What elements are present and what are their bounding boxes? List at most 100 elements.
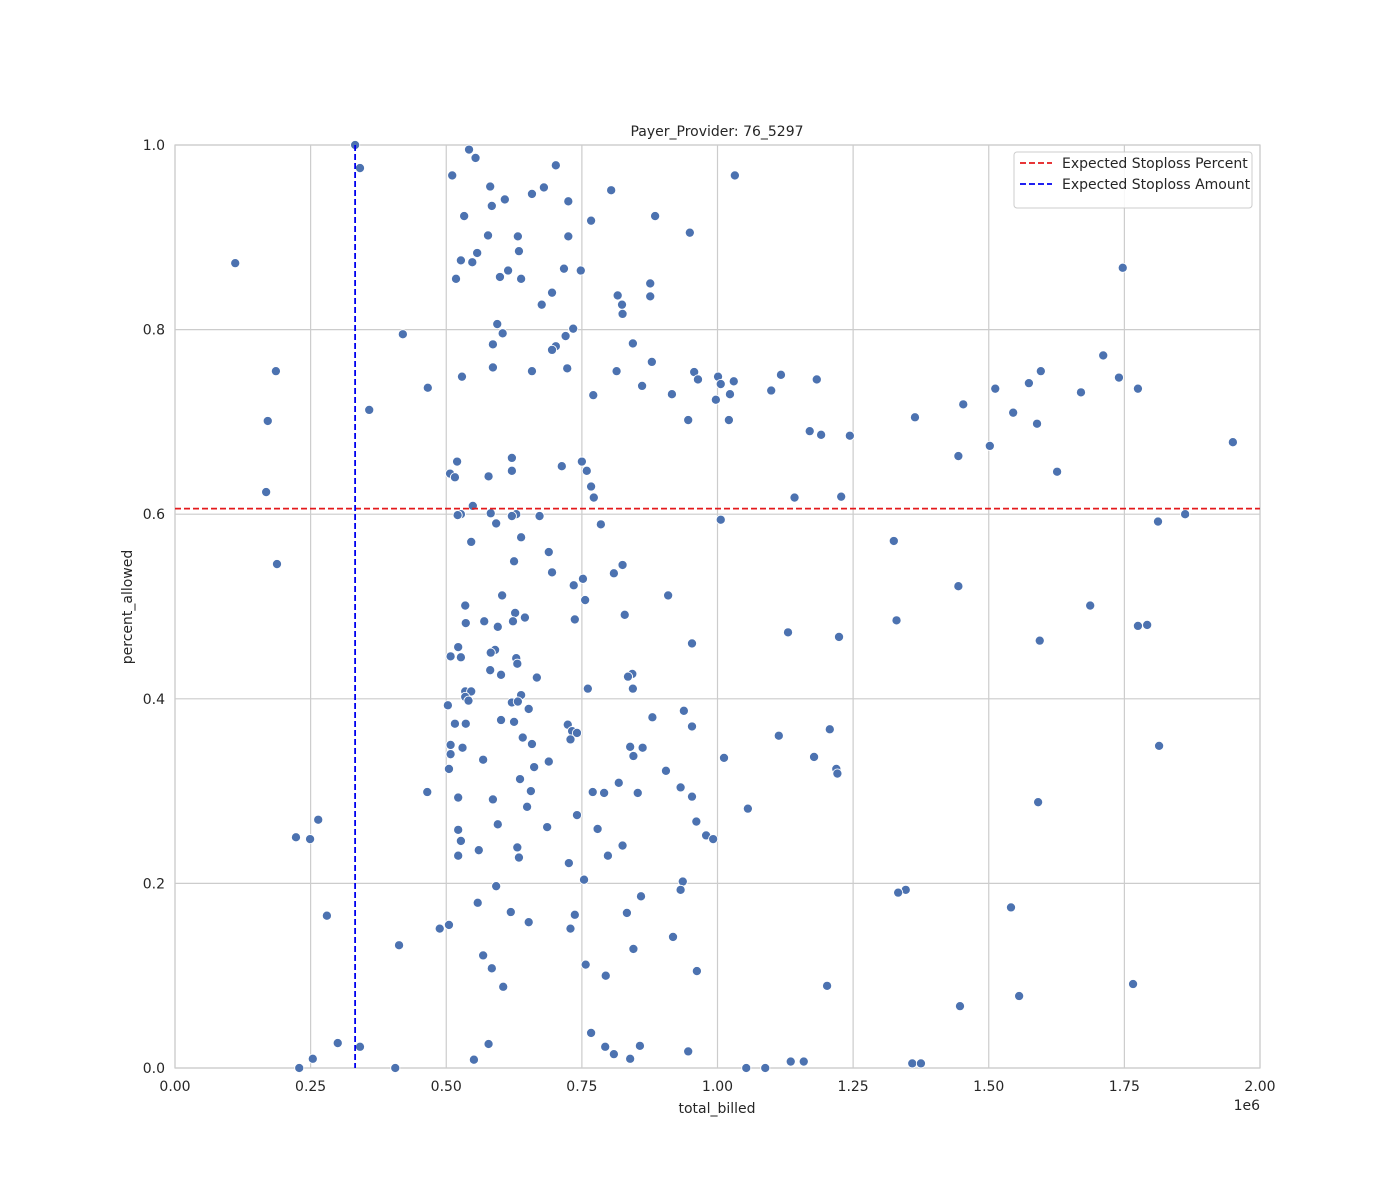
point (816, 429, 827, 440)
point (307, 1053, 318, 1064)
point (565, 923, 576, 934)
point (563, 231, 574, 242)
point (483, 1038, 494, 1050)
point (485, 508, 496, 519)
point (457, 742, 468, 753)
point (523, 917, 534, 928)
point (775, 369, 787, 380)
point (612, 290, 623, 301)
point (645, 291, 656, 302)
point (546, 287, 558, 298)
point (512, 696, 523, 707)
point (482, 230, 494, 241)
point (510, 607, 521, 619)
x-tick-label: 0.50 (431, 1079, 462, 1095)
point (599, 787, 610, 798)
point (507, 616, 519, 627)
point (460, 718, 471, 729)
point (261, 486, 272, 498)
point (505, 906, 516, 918)
point (580, 959, 591, 970)
point (710, 394, 721, 405)
point (1014, 990, 1025, 1002)
point (313, 814, 324, 825)
point (543, 546, 554, 558)
point (478, 754, 489, 765)
point (452, 456, 463, 467)
point (600, 1041, 611, 1052)
legend-label: Expected Stoploss Amount (1062, 177, 1251, 193)
point (588, 492, 599, 503)
point (675, 782, 686, 793)
point (683, 415, 694, 426)
point (1008, 407, 1019, 418)
point (608, 568, 619, 579)
point (660, 765, 672, 776)
point (485, 665, 496, 676)
point (1227, 437, 1238, 448)
point (305, 834, 316, 845)
point (472, 897, 483, 908)
point (581, 465, 592, 476)
point (586, 1027, 597, 1038)
point (262, 415, 273, 427)
point (445, 651, 456, 662)
point (760, 1062, 771, 1074)
point (453, 824, 464, 835)
point (453, 792, 464, 803)
plot-frame (174, 144, 1261, 1069)
point (627, 683, 638, 694)
point (628, 943, 639, 954)
point (789, 492, 800, 503)
x-axis-label: total_billed (678, 1101, 755, 1117)
point (833, 631, 845, 643)
point (546, 344, 558, 355)
point (766, 385, 777, 396)
point (513, 246, 524, 257)
point (1034, 635, 1045, 646)
point (472, 247, 483, 259)
point (811, 374, 822, 385)
x-tick-label: 2.00 (1244, 1079, 1275, 1095)
point (453, 642, 464, 653)
point (891, 615, 902, 626)
point (447, 170, 458, 181)
point (715, 514, 726, 525)
point (824, 724, 835, 735)
point (637, 742, 648, 753)
point (512, 842, 523, 853)
point (516, 273, 527, 284)
point (230, 258, 241, 269)
point (460, 600, 471, 611)
point (1052, 466, 1063, 477)
point (466, 536, 477, 547)
point (1023, 378, 1034, 389)
point (724, 389, 736, 400)
point (467, 257, 478, 268)
point (577, 573, 589, 584)
point (450, 273, 462, 284)
point (562, 363, 573, 374)
point (470, 152, 481, 163)
point (729, 170, 740, 181)
point (565, 734, 576, 745)
point (534, 510, 545, 522)
point (622, 671, 634, 682)
point (364, 404, 375, 415)
point (663, 590, 674, 601)
point (492, 819, 503, 830)
point (990, 383, 1001, 394)
point (592, 823, 603, 834)
point (422, 786, 433, 798)
point (677, 876, 688, 887)
point (538, 182, 549, 193)
point (394, 940, 405, 951)
point (723, 415, 734, 426)
point (1033, 797, 1044, 808)
y-tick-label: 0.0 (143, 1061, 165, 1077)
point (1152, 516, 1164, 527)
point (575, 265, 586, 276)
y-tick-label: 0.6 (143, 507, 165, 523)
x-tick-label: 1.75 (1109, 1079, 1140, 1095)
point (635, 891, 647, 902)
